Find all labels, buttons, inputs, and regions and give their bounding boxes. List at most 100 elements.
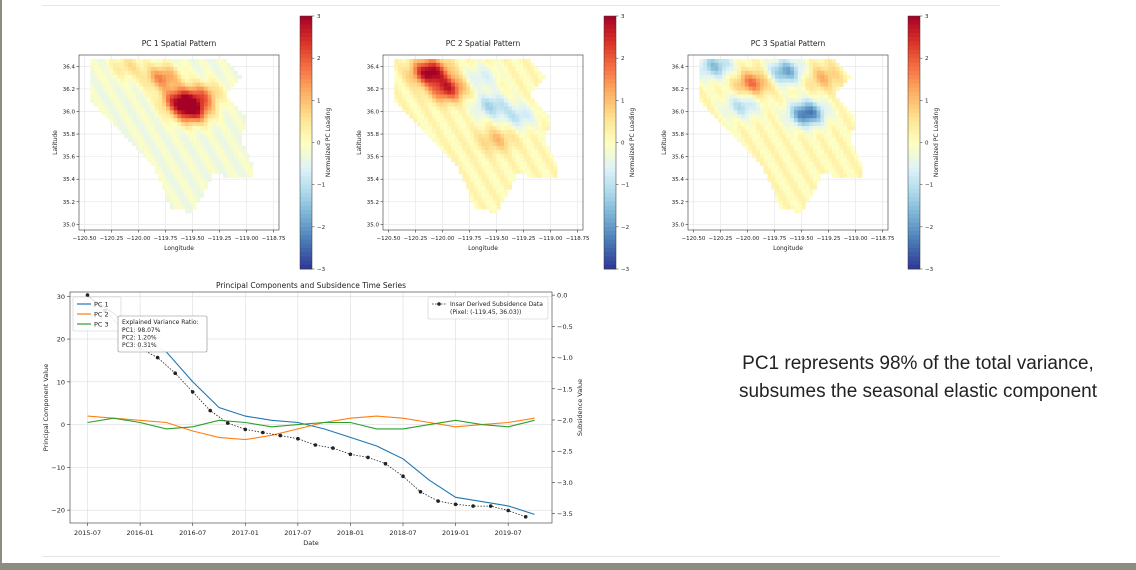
map-cell — [492, 145, 497, 151]
map-cell — [485, 193, 490, 198]
map-cell — [113, 102, 118, 107]
map-cell — [523, 102, 528, 107]
map-cell — [511, 114, 516, 119]
map-cell — [733, 70, 738, 76]
map-cell — [488, 110, 494, 115]
map-cell — [793, 141, 799, 147]
colorbar-segment — [300, 79, 312, 84]
map-cell — [481, 201, 486, 206]
map-cell — [394, 82, 399, 87]
map-cell — [473, 70, 478, 76]
map-cell — [128, 94, 133, 99]
map-cell — [447, 58, 452, 64]
map-cell — [500, 197, 505, 202]
map-cell — [234, 118, 239, 123]
map-cell — [413, 70, 418, 76]
map-cell — [793, 185, 799, 190]
map-cell — [420, 98, 425, 103]
map-cell — [481, 82, 486, 87]
map-cell — [184, 66, 190, 72]
map-cell — [492, 209, 497, 214]
map-cell — [477, 98, 482, 103]
map-cell — [451, 66, 456, 72]
map-cell — [846, 122, 851, 127]
map-cell — [135, 78, 140, 83]
map-cell — [477, 149, 482, 155]
map-cell — [245, 153, 250, 159]
map-cell — [211, 130, 216, 135]
map-cell — [793, 177, 799, 182]
map-cell — [790, 62, 795, 68]
map-cell — [177, 62, 182, 68]
map-cell — [488, 134, 494, 139]
map-cell — [748, 86, 753, 91]
map-cell — [124, 102, 129, 107]
map-cell — [515, 86, 520, 91]
map-cell — [184, 58, 190, 64]
map-cell — [801, 70, 806, 76]
map-cell — [447, 149, 452, 155]
map-cell — [401, 86, 406, 91]
map-cell — [790, 90, 795, 95]
map-cell — [744, 122, 749, 127]
map-cell — [435, 66, 441, 72]
map-cell — [534, 70, 539, 76]
map-cell — [786, 130, 791, 135]
legend-label: PC 1 — [94, 300, 109, 308]
map-cell — [458, 149, 463, 155]
map-cell — [181, 205, 186, 210]
map-cell — [234, 110, 239, 115]
map-cell — [775, 58, 780, 64]
map-cell — [203, 157, 208, 162]
map-ytick-label: 36.2 — [63, 87, 75, 93]
map-cell — [718, 58, 723, 64]
variance-annotation: Explained Variance Ratio:PC1: 98.07%PC2:… — [117, 315, 208, 353]
map-cell — [786, 149, 791, 155]
map-cell — [424, 62, 429, 68]
map-cell — [492, 82, 497, 87]
map-cell — [116, 98, 121, 103]
map-cell — [207, 78, 212, 83]
colorbar-segment — [300, 66, 312, 72]
map-cell — [473, 114, 478, 119]
map-cell — [771, 185, 776, 190]
map-cell — [394, 74, 399, 80]
chart-legend: PC 1PC 2PC 3 — [72, 296, 122, 332]
map-cell — [816, 114, 821, 119]
map-cell — [507, 90, 512, 95]
map-cell — [756, 134, 761, 139]
map-cell — [150, 58, 155, 64]
map-cell — [188, 86, 193, 91]
map-cell — [485, 161, 490, 166]
map-cell — [147, 70, 152, 76]
map-cell — [801, 157, 806, 162]
map-cell — [215, 98, 220, 103]
map-cell — [230, 122, 235, 127]
colorbar-segment — [300, 239, 312, 245]
map-cell — [519, 58, 524, 64]
map-cell — [124, 110, 129, 115]
map-cell — [839, 78, 844, 83]
map-cell — [703, 102, 708, 107]
map-cell — [458, 102, 463, 107]
map-cell — [793, 102, 799, 107]
map-cell — [120, 126, 125, 131]
map-cell — [454, 106, 459, 111]
map-cell — [184, 189, 190, 194]
map-cell — [222, 145, 227, 151]
map-cell — [192, 106, 197, 111]
map-cell — [207, 118, 212, 123]
map-cell — [767, 58, 772, 64]
map-cell — [523, 161, 528, 166]
map-cell — [181, 118, 186, 123]
map-cell — [135, 90, 140, 95]
map-cell — [530, 78, 535, 83]
map-cell — [767, 102, 772, 107]
map-cell — [169, 165, 174, 170]
map-cell — [756, 137, 761, 143]
map-cell — [485, 118, 490, 123]
map-cell — [778, 141, 783, 147]
map-cell — [166, 141, 171, 147]
map-cell — [797, 58, 802, 64]
map-cell — [192, 74, 197, 80]
